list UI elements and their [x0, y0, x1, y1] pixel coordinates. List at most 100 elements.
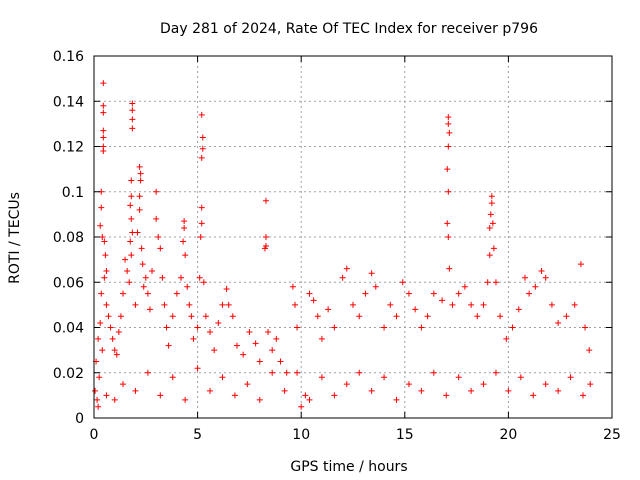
data-point — [97, 222, 104, 229]
data-point — [115, 329, 122, 336]
data-point — [117, 313, 124, 320]
data-point — [207, 329, 214, 336]
y-tick-label: 0.16 — [53, 49, 84, 65]
data-point — [211, 347, 218, 354]
data-point — [486, 224, 493, 231]
data-point — [446, 265, 453, 272]
data-point — [418, 324, 425, 331]
data-point — [331, 392, 338, 399]
data-point — [318, 374, 325, 381]
data-point — [480, 381, 487, 388]
y-tick-label: 0.04 — [53, 321, 84, 337]
data-point — [571, 301, 578, 308]
data-point — [412, 306, 419, 313]
data-point — [128, 252, 135, 259]
data-point — [219, 374, 226, 381]
data-point — [439, 297, 446, 304]
data-point — [100, 127, 107, 134]
data-point — [269, 369, 276, 376]
data-point — [582, 324, 589, 331]
data-point — [444, 220, 451, 227]
y-axis-label: ROTI / TECUs — [7, 192, 23, 284]
data-point — [99, 234, 106, 240]
data-point — [165, 342, 172, 349]
data-point — [489, 220, 496, 227]
y-tick-label: 0 — [75, 411, 84, 427]
data-point — [430, 290, 437, 297]
data-point — [157, 392, 164, 399]
data-point — [488, 193, 495, 200]
data-point — [102, 252, 109, 259]
data-point — [294, 324, 301, 331]
data-point — [109, 335, 116, 342]
data-point — [405, 290, 412, 297]
y-tick-label: 0.08 — [53, 230, 84, 246]
data-point — [129, 100, 136, 107]
data-point — [586, 347, 593, 354]
data-point — [161, 301, 168, 308]
data-point — [480, 301, 487, 308]
data-point — [381, 324, 388, 331]
data-point — [225, 301, 232, 308]
data-point — [94, 396, 101, 403]
data-point — [256, 396, 263, 403]
data-point — [306, 396, 313, 403]
data-point — [262, 197, 269, 204]
data-point — [96, 374, 103, 381]
data-point — [101, 238, 108, 245]
data-point — [207, 387, 214, 394]
data-point — [252, 340, 259, 347]
data-point — [198, 204, 205, 211]
data-point — [339, 274, 346, 281]
data-point — [134, 229, 141, 236]
data-point — [356, 369, 363, 376]
data-point — [100, 80, 107, 87]
data-point — [468, 301, 475, 308]
data-point — [223, 286, 230, 293]
x-tick-label: 10 — [292, 427, 310, 443]
data-point — [111, 396, 118, 403]
data-point — [579, 392, 586, 399]
data-point — [505, 387, 512, 394]
y-tick-label: 0.14 — [53, 94, 84, 110]
data-point — [356, 313, 363, 320]
data-point — [98, 290, 105, 297]
data-point — [180, 238, 187, 245]
data-point — [100, 102, 107, 109]
data-point — [449, 301, 456, 308]
data-point — [219, 301, 226, 308]
data-point — [182, 252, 189, 259]
data-point — [124, 267, 131, 274]
x-tick-label: 15 — [396, 427, 414, 443]
data-point — [120, 381, 127, 388]
data-point — [302, 392, 309, 399]
data-point — [362, 290, 369, 297]
data-point — [128, 193, 135, 200]
data-point — [343, 265, 350, 272]
data-point — [136, 163, 143, 170]
data-point — [490, 245, 497, 252]
data-point — [542, 381, 549, 388]
x-tick-label: 25 — [603, 427, 621, 443]
data-point — [198, 111, 205, 118]
data-point — [111, 347, 118, 354]
chart-title: Day 281 of 2024, Rate Of TEC Index for r… — [160, 21, 538, 37]
data-point — [294, 369, 301, 376]
data-point — [100, 134, 107, 141]
x-tick-label: 20 — [499, 427, 517, 443]
data-point — [548, 301, 555, 308]
data-point — [178, 274, 185, 281]
data-point — [198, 154, 205, 161]
data-point — [95, 335, 102, 342]
grid — [94, 56, 612, 418]
data-point — [138, 245, 145, 252]
data-point — [103, 301, 110, 308]
data-point — [128, 177, 135, 184]
data-point — [144, 369, 151, 376]
x-tick-label: 0 — [90, 427, 99, 443]
data-point — [215, 319, 222, 326]
data-point — [169, 313, 176, 320]
data-point — [262, 234, 269, 240]
x-tick-label: 5 — [193, 427, 202, 443]
